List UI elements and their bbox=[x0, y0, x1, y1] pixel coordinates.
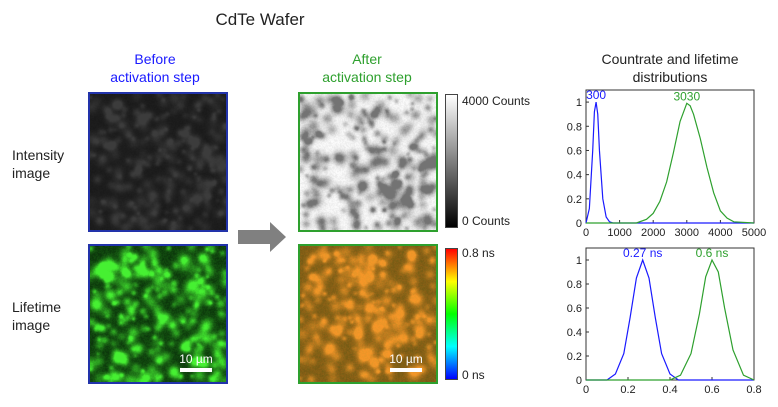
intensity-colorbar bbox=[445, 94, 458, 228]
lifetime-before-image: 10 µm bbox=[88, 244, 228, 384]
series-line-1 bbox=[586, 102, 755, 224]
x-tick-label: 0.8 bbox=[746, 384, 761, 396]
countrate-distribution-chart: 0 1000 2000 3000 4000 5000 0 0.2 0.4 0.6 0.8 1 300 30… bbox=[567, 88, 767, 238]
before-header-text: Before activation step bbox=[110, 51, 200, 85]
y-tick-label: 1 bbox=[576, 97, 582, 109]
series-peak-label-0: 300 bbox=[586, 88, 606, 102]
figure-title: CdTe Wafer bbox=[215, 10, 305, 29]
x-tick-label: 2000 bbox=[641, 227, 665, 238]
y-tick-label: 0.8 bbox=[567, 121, 582, 133]
y-tick-label: 0.6 bbox=[567, 145, 582, 157]
series-peak-label-1: 0.6 ns bbox=[696, 246, 729, 260]
x-tick-label: 0.4 bbox=[662, 384, 677, 396]
y-tick-label: 0.2 bbox=[567, 194, 582, 206]
x-tick-label: 0 bbox=[583, 384, 589, 396]
x-tick-label: 0.6 bbox=[704, 384, 719, 396]
intensity-row-text: Intensity image bbox=[12, 147, 65, 181]
scalebar-label-before: 10 µm bbox=[179, 352, 213, 366]
y-tick-label: 0 bbox=[576, 375, 582, 387]
lifetime-colorbar-min: 0 ns bbox=[462, 368, 485, 382]
lifetime-colorbar-max: 0.8 ns bbox=[462, 246, 495, 260]
lifetime-after-image: 10 µm bbox=[298, 244, 438, 384]
intensity-before-image bbox=[88, 92, 228, 232]
scalebar-label-after: 10 µm bbox=[389, 352, 423, 366]
series-line-0 bbox=[585, 101, 754, 224]
x-tick-label: 0.2 bbox=[620, 384, 635, 396]
after-column-header: After activation step bbox=[282, 50, 452, 86]
x-tick-label: 1000 bbox=[607, 227, 631, 238]
y-tick-label: 0.4 bbox=[567, 170, 582, 182]
y-tick-label: 0.6 bbox=[567, 303, 582, 315]
series-line-0 bbox=[586, 258, 754, 381]
intensity-colorbar-min: 0 Counts bbox=[462, 214, 511, 228]
intensity-after-image bbox=[298, 92, 438, 232]
series-peak-label-0: 0.27 ns bbox=[623, 246, 662, 260]
series-peak-label-1: 3030 bbox=[673, 89, 700, 103]
scalebar-after bbox=[390, 368, 422, 372]
y-tick-label: 0.8 bbox=[567, 279, 582, 291]
x-tick-label: 0 bbox=[583, 227, 589, 238]
distributions-title: Countrate and lifetime distributions bbox=[560, 50, 778, 86]
plot-frame bbox=[585, 89, 755, 224]
lifetime-distribution-chart: 0 0.2 0.4 0.6 0.8 0 0.2 0.4 0.6 0.8 1 0.27 ns 0.6 ns bbox=[567, 246, 762, 396]
lifetime-row-text: Lifetime image bbox=[12, 299, 62, 333]
lifetime-colorbar bbox=[445, 248, 458, 380]
x-tick-label: 5000 bbox=[742, 227, 766, 238]
y-tick-label: 0.4 bbox=[567, 327, 582, 339]
lifetime-row-label: Lifetime image bbox=[12, 298, 61, 334]
x-tick-label: 4000 bbox=[708, 227, 732, 238]
after-header-text: After activation step bbox=[322, 51, 412, 85]
before-column-header: Before activation step bbox=[70, 50, 240, 86]
plot-frame bbox=[585, 247, 755, 381]
x-tick-label: 3000 bbox=[675, 227, 699, 238]
intensity-row-label: Intensity image bbox=[12, 146, 64, 182]
y-tick-label: 0 bbox=[576, 218, 582, 230]
distributions-title-text: Countrate and lifetime distributions bbox=[601, 51, 739, 85]
scalebar-before bbox=[180, 368, 212, 372]
y-tick-label: 0.2 bbox=[567, 351, 582, 363]
intensity-colorbar-max: 4000 Counts bbox=[462, 94, 531, 108]
series-line-1 bbox=[586, 258, 755, 381]
y-tick-label: 1 bbox=[576, 255, 582, 267]
arrow-right-icon bbox=[238, 222, 286, 252]
